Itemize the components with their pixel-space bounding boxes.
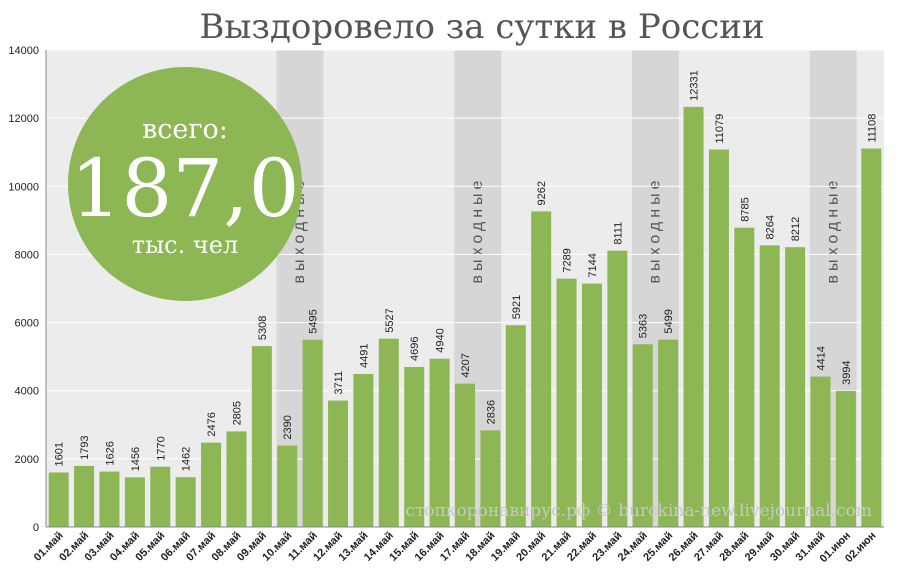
- bar-20.май: [531, 211, 552, 528]
- x-axis: 01.май02.май03.май04.май05.май06.май07.м…: [32, 526, 884, 565]
- data-label-29.май: 8264: [765, 215, 777, 239]
- bar-30.май: [785, 247, 806, 527]
- bars: [48, 106, 882, 528]
- y-tick-label-0: 0: [33, 522, 39, 534]
- data-label-17.май: 4207: [460, 353, 472, 377]
- data-label-30.май: 8212: [790, 217, 802, 241]
- bar-02.май: [74, 465, 95, 527]
- bar-01.май: [48, 472, 69, 527]
- chart-title: Выздоровело за сутки в России: [199, 7, 764, 47]
- bar-04.май: [124, 477, 145, 527]
- weekend-label-1: выходные: [469, 177, 486, 284]
- bar-23.май: [607, 250, 628, 527]
- bar-14.май: [378, 338, 399, 527]
- bar-05.май: [150, 466, 171, 527]
- data-label-12.май: 3711: [333, 371, 345, 395]
- bar-01.июн: [835, 390, 856, 527]
- data-label-21.май: 7289: [562, 248, 574, 272]
- y-tick-label-3: 6000: [15, 318, 39, 330]
- data-label-19.май: 5921: [511, 295, 523, 319]
- bar-21.май: [556, 278, 577, 527]
- data-labels: 1601 1793 1626 1456 1770 1462 2476 2805 5308 2390…: [54, 70, 879, 471]
- data-label-11.май: 5495: [308, 309, 320, 333]
- data-label-02.май: 1793: [79, 435, 91, 459]
- bar-11.май: [302, 339, 323, 527]
- bar-03.май: [99, 471, 120, 527]
- data-label-15.май: 4696: [409, 337, 421, 361]
- callout-bottom: тыс. чел: [132, 231, 238, 259]
- y-tick-label-6: 12000: [8, 113, 39, 125]
- data-label-01.май: 1601: [54, 442, 66, 466]
- data-label-26.май: 12331: [689, 70, 701, 101]
- data-label-04.май: 1456: [130, 447, 142, 471]
- data-label-25.май: 5499: [663, 309, 675, 333]
- bar-26.май: [683, 106, 704, 528]
- data-label-07.май: 2476: [206, 412, 218, 436]
- callout-value: 187,0: [70, 142, 299, 235]
- bar-22.май: [581, 283, 602, 527]
- data-label-28.май: 8785: [739, 197, 751, 221]
- weekend-bands: выходные выходные выходные выходные: [276, 50, 857, 527]
- data-label-14.май: 5527: [384, 308, 396, 332]
- bar-29.май: [759, 245, 780, 527]
- weekend-label-2: выходные: [647, 177, 664, 284]
- bar-31.май: [810, 376, 831, 527]
- data-label-01.июн: 3994: [841, 360, 853, 384]
- data-label-18.май: 2836: [485, 400, 497, 424]
- y-tick-label-5: 10000: [8, 181, 39, 193]
- bar-27.май: [708, 149, 729, 527]
- data-label-16.май: 4940: [435, 328, 447, 352]
- data-label-24.май: 5363: [638, 314, 650, 338]
- data-label-31.май: 4414: [816, 346, 828, 370]
- bar-09.май: [251, 346, 272, 527]
- bar-12.май: [328, 400, 349, 527]
- bar-24.май: [632, 344, 653, 527]
- bar-17.май: [455, 383, 475, 527]
- y-tick-label-4: 8000: [15, 249, 39, 261]
- bar-25.май: [658, 339, 679, 527]
- y-tick-label-1: 2000: [15, 454, 39, 466]
- bar-19.май: [505, 325, 526, 527]
- callout-top: всего:: [142, 114, 228, 145]
- data-label-22.май: 7144: [587, 253, 599, 277]
- bar-10.май: [277, 445, 298, 527]
- callout-circle: [68, 67, 302, 301]
- bar-15.май: [404, 367, 425, 527]
- bar-08.май: [226, 431, 247, 527]
- data-label-27.май: 11079: [714, 114, 726, 144]
- bar-07.май: [201, 442, 222, 527]
- y-tick-label-2: 4000: [15, 386, 39, 398]
- data-label-06.май: 1462: [181, 447, 193, 471]
- weekend-label-3: выходные: [824, 177, 841, 284]
- bar-06.май: [175, 477, 196, 527]
- data-label-10.май: 2390: [282, 415, 294, 439]
- data-label-03.май: 1626: [104, 441, 116, 465]
- data-label-13.май: 4491: [358, 344, 370, 368]
- y-axis: 0 2000 4000 6000 8000 10000 12000 14000: [8, 45, 47, 534]
- bar-13.май: [353, 373, 374, 527]
- data-label-05.май: 1770: [155, 436, 167, 460]
- bar-16.май: [429, 358, 450, 527]
- data-label-02.июн: 11108: [866, 114, 878, 143]
- bar-02.июн: [861, 148, 882, 527]
- y-tick-label-7: 14000: [8, 45, 39, 57]
- data-label-09.май: 5308: [257, 316, 269, 340]
- data-label-08.май: 2805: [231, 401, 243, 425]
- data-label-20.май: 9262: [536, 181, 548, 205]
- bar-18.май: [480, 430, 501, 527]
- data-label-23.май: 8111: [612, 222, 624, 245]
- total-callout: всего: 187,0 тыс. чел: [68, 67, 302, 301]
- watermark: стопкоронавирус.рф © burckina-new.livejo…: [405, 501, 872, 521]
- bar-28.май: [734, 227, 755, 527]
